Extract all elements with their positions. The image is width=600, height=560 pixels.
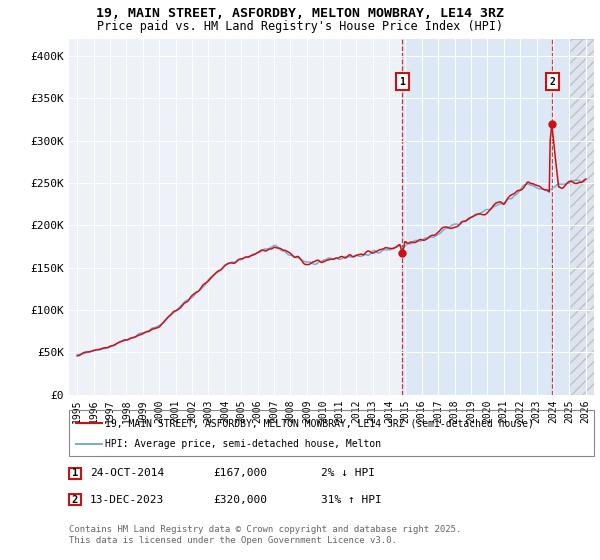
- Text: 2% ↓ HPI: 2% ↓ HPI: [321, 468, 375, 478]
- Text: 19, MAIN STREET, ASFORDBY, MELTON MOWBRAY, LE14 3RZ (semi-detached house): 19, MAIN STREET, ASFORDBY, MELTON MOWBRA…: [105, 418, 534, 428]
- Text: 24-OCT-2014: 24-OCT-2014: [90, 468, 164, 478]
- Text: Contains HM Land Registry data © Crown copyright and database right 2025.
This d: Contains HM Land Registry data © Crown c…: [69, 525, 461, 545]
- Text: £167,000: £167,000: [213, 468, 267, 478]
- Text: 31% ↑ HPI: 31% ↑ HPI: [321, 494, 382, 505]
- Bar: [403, 39, 569, 395]
- Text: 1: 1: [72, 468, 78, 478]
- Text: 19, MAIN STREET, ASFORDBY, MELTON MOWBRAY, LE14 3RZ: 19, MAIN STREET, ASFORDBY, MELTON MOWBRA…: [96, 7, 504, 20]
- Text: 2: 2: [549, 77, 555, 87]
- Bar: [569, 39, 594, 395]
- Text: 13-DEC-2023: 13-DEC-2023: [90, 494, 164, 505]
- Text: 1: 1: [400, 77, 406, 87]
- Text: £320,000: £320,000: [213, 494, 267, 505]
- Text: Price paid vs. HM Land Registry's House Price Index (HPI): Price paid vs. HM Land Registry's House …: [97, 20, 503, 32]
- Bar: [569, 39, 594, 395]
- Text: HPI: Average price, semi-detached house, Melton: HPI: Average price, semi-detached house,…: [105, 438, 381, 449]
- Text: 2: 2: [72, 494, 78, 505]
